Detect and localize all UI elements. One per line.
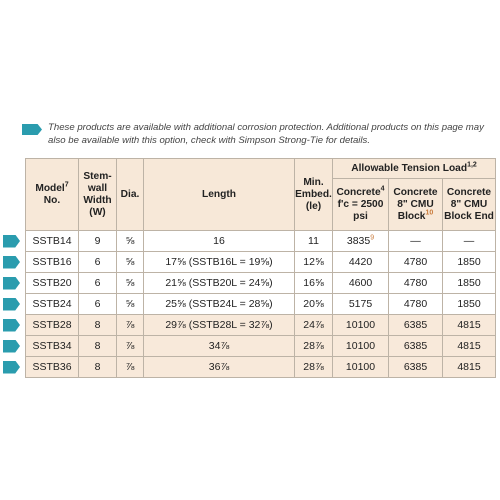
dia-cell: ⅝ (116, 230, 144, 252)
embed-cell: 28⅞ (294, 335, 333, 357)
model-cell: SSTB20 (25, 272, 79, 294)
concrete-cell: 38359 (332, 230, 389, 252)
model-cell: SSTB24 (25, 293, 79, 315)
embed-cell: 24⅞ (294, 314, 333, 336)
row-arrow-icon (3, 318, 20, 332)
header-stem-wall-width: Stem-wall Width (W) (78, 158, 117, 231)
model-cell: SSTB14 (25, 230, 79, 252)
note-text: These products are available with additi… (48, 122, 484, 146)
cmu-cell: 4780 (388, 272, 443, 294)
dia-cell: ⅝ (116, 272, 144, 294)
row-arrow-icon (3, 360, 20, 374)
cmu-end-cell: 1850 (441, 251, 497, 273)
cmu-cell: — (388, 230, 443, 252)
width-cell: 8 (78, 314, 117, 336)
header-cmu-block: Concrete 8" CMU Block10 (388, 178, 443, 231)
cmu-cell: 4780 (388, 251, 443, 273)
dia-cell: ⅝ (116, 251, 144, 273)
embed-cell: 28⅞ (294, 356, 333, 378)
table-row: SSTB14 9 ⅝ 16 11 38359— — (25, 230, 497, 252)
table-row: SSTB16 6 ⅝ 17⅝ (SSTB16L = 19⅝) 12⅝ 4420 4780 18… (25, 251, 497, 273)
cmu-end-cell: 4815 (441, 356, 497, 378)
corrosion-note: These products are available with additi… (22, 121, 494, 147)
length-cell: 36⅞ (143, 356, 295, 378)
note-arrow-icon (22, 124, 42, 135)
dia-cell: ⅞ (116, 356, 144, 378)
row-arrow-icon (3, 339, 20, 353)
concrete-cell: 4420 (332, 251, 389, 273)
cmu-cell: 6385 (388, 335, 443, 357)
width-cell: 6 (78, 293, 117, 315)
length-cell: 17⅝ (SSTB16L = 19⅝) (143, 251, 295, 273)
width-cell: 8 (78, 356, 117, 378)
model-cell: SSTB34 (25, 335, 79, 357)
length-cell: 25⅝ (SSTB24L = 28⅝) (143, 293, 295, 315)
row-arrow-icon (3, 297, 20, 311)
concrete-cell: 4600 (332, 272, 389, 294)
table-row: SSTB36 8 ⅞ 36⅞ 28⅞ 10100 6385 4815 (25, 356, 497, 378)
header-length: Length (143, 158, 295, 231)
header-diameter: Dia. (116, 158, 144, 231)
cmu-end-cell: — (441, 230, 497, 252)
table-row: SSTB28 8 ⅞ 29⅞ (SSTB28L = 32⅞) 24⅞ 10100 6385 4… (25, 314, 497, 336)
table-row: SSTB34 8 ⅞ 34⅞ 28⅞ 10100 6385 4815 (25, 335, 497, 357)
length-cell: 16 (143, 230, 295, 252)
concrete-cell: 5175 (332, 293, 389, 315)
embed-cell: 11 (294, 230, 333, 252)
header-concrete: Concrete4 f'c = 2500 psi (332, 178, 389, 231)
length-cell: 34⅞ (143, 335, 295, 357)
length-cell: 29⅞ (SSTB28L = 32⅞) (143, 314, 295, 336)
embed-cell: 20⅝ (294, 293, 333, 315)
cmu-cell: 6385 (388, 314, 443, 336)
row-arrow-icon (3, 255, 20, 269)
concrete-cell: 10100 (332, 314, 389, 336)
row-arrow-icon (3, 234, 20, 248)
cmu-end-cell: 4815 (441, 335, 497, 357)
dia-cell: ⅝ (116, 293, 144, 315)
anchor-bolt-table: Model7 No. Stem-wall Width (W) Dia. Leng… (25, 158, 497, 378)
concrete-cell: 10100 (332, 335, 389, 357)
cmu-cell: 4780 (388, 293, 443, 315)
cmu-end-cell: 1850 (441, 272, 497, 294)
model-cell: SSTB36 (25, 356, 79, 378)
table-row: SSTB20 6 ⅝ 21⅝ (SSTB20L = 24⅝) 16⅝ 4600 4780 18… (25, 272, 497, 294)
row-arrow-icon (3, 276, 20, 290)
length-cell: 21⅝ (SSTB20L = 24⅝) (143, 272, 295, 294)
table-row: SSTB24 6 ⅝ 25⅝ (SSTB24L = 28⅝) 20⅝ 5175 4780 18… (25, 293, 497, 315)
model-cell: SSTB28 (25, 314, 79, 336)
dia-cell: ⅞ (116, 314, 144, 336)
dia-cell: ⅞ (116, 335, 144, 357)
cmu-end-cell: 1850 (441, 293, 497, 315)
cmu-end-cell: 4815 (441, 314, 497, 336)
embed-cell: 12⅝ (294, 251, 333, 273)
header-min-embed: Min. Embed. (le) (294, 158, 333, 231)
header-model: Model7 No. (25, 158, 79, 231)
embed-cell: 16⅝ (294, 272, 333, 294)
cmu-cell: 6385 (388, 356, 443, 378)
header-cmu-block-end: Concrete 8" CMU Block End (441, 178, 497, 231)
width-cell: 6 (78, 272, 117, 294)
width-cell: 9 (78, 230, 117, 252)
header-allowable-tension-load: Allowable Tension Load1,2 (331, 158, 497, 179)
width-cell: 8 (78, 335, 117, 357)
concrete-cell: 10100 (332, 356, 389, 378)
width-cell: 6 (78, 251, 117, 273)
model-cell: SSTB16 (25, 251, 79, 273)
